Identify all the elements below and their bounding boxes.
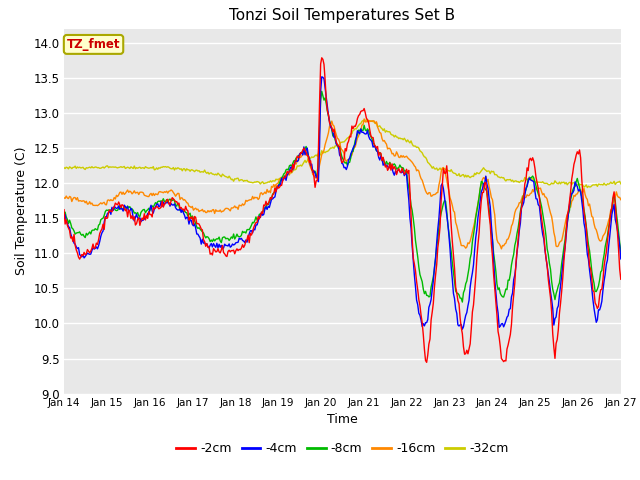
X-axis label: Time: Time <box>327 413 358 426</box>
Title: Tonzi Soil Temperatures Set B: Tonzi Soil Temperatures Set B <box>229 9 456 24</box>
Y-axis label: Soil Temperature (C): Soil Temperature (C) <box>15 147 28 276</box>
Text: TZ_fmet: TZ_fmet <box>67 38 120 51</box>
Legend: -2cm, -4cm, -8cm, -16cm, -32cm: -2cm, -4cm, -8cm, -16cm, -32cm <box>172 437 513 460</box>
